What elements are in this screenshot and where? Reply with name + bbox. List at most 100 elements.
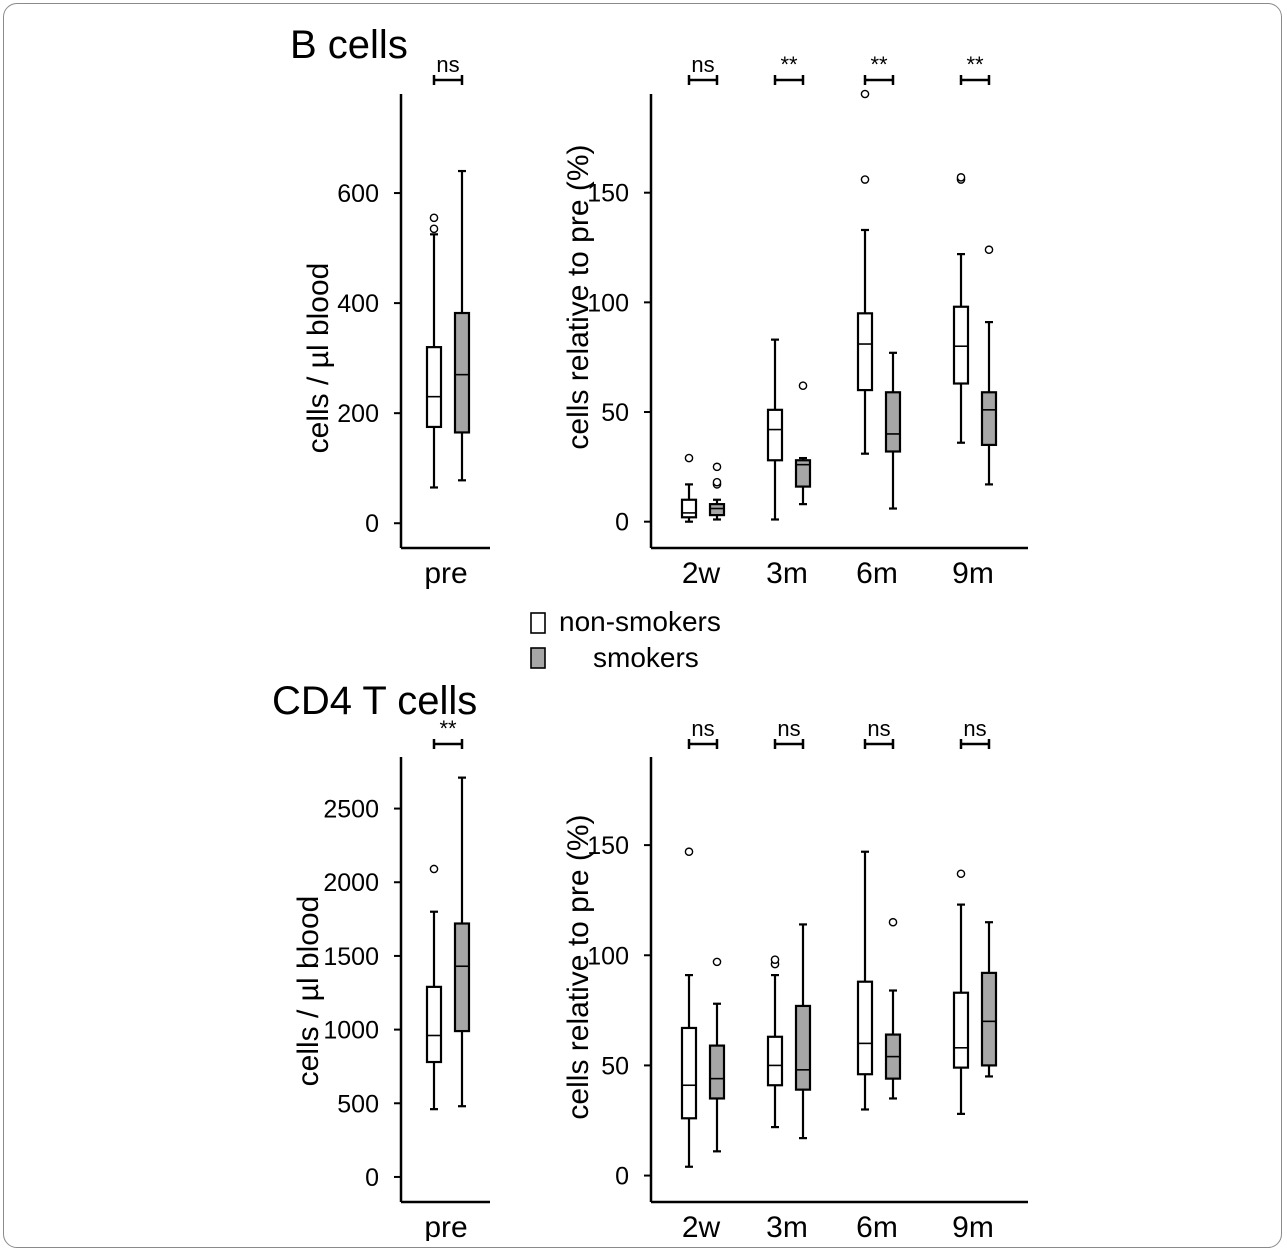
box-iqr: [952, 991, 970, 1069]
box-iqr: [708, 1044, 726, 1100]
box-smokers-pre: [453, 776, 471, 1108]
y-axis-label: cells / µl blood: [292, 896, 325, 1087]
outlier-point: [984, 245, 994, 255]
significance-label: ns: [691, 52, 714, 77]
y-tick-label: 150: [587, 832, 629, 860]
legend-label-non-smokers: non-smokers: [559, 606, 721, 637]
outlier-point: [684, 847, 694, 857]
x-tick-label: 3m: [766, 557, 808, 590]
y-tick-label: 150: [587, 180, 629, 208]
y-tick-label: 1000: [323, 1017, 379, 1045]
box-iqr: [952, 305, 970, 385]
outlier-point: [798, 381, 808, 391]
chart-panel-1: B cells 0 200 400 600 cells / µl blood pre ns: [290, 23, 490, 590]
y-tick-label: 400: [337, 290, 379, 318]
box-non-smokers-6m: [856, 89, 874, 455]
box-iqr: [425, 985, 443, 1064]
outlier-point: [712, 477, 722, 487]
significance-label: **: [966, 52, 984, 77]
box-non-smokers-pre: [425, 864, 443, 1111]
box-smokers-2w: [708, 462, 726, 521]
panel-title: B cells: [290, 23, 408, 67]
box-iqr: [794, 459, 812, 488]
y-tick-label: 50: [601, 1052, 629, 1080]
box-smokers-3m: [794, 923, 812, 1140]
y-tick-label: 100: [587, 289, 629, 317]
box-iqr: [680, 1026, 698, 1120]
y-axis-label: cells relative to pre (%): [562, 814, 595, 1119]
box-iqr: [453, 922, 471, 1033]
box-non-smokers-pre: [425, 213, 443, 489]
y-tick-label: 1500: [323, 943, 379, 971]
outlier-point: [860, 175, 870, 184]
outlier-point: [712, 957, 722, 967]
box-smokers-3m: [794, 381, 812, 506]
y-tick-label: 600: [337, 180, 379, 208]
significance-label: **: [870, 52, 888, 77]
panel-title: CD4 T cells: [272, 679, 477, 723]
outlier-point: [684, 453, 694, 463]
x-tick-label: 9m: [952, 1211, 994, 1241]
box-non-smokers-2w: [680, 847, 698, 1168]
significance-label: ns: [867, 716, 890, 741]
outlier-point: [712, 462, 722, 472]
legend-swatch-smokers: [530, 647, 546, 669]
y-tick-label: 100: [587, 942, 629, 970]
y-tick-label: 50: [601, 399, 629, 427]
significance-label: ns: [436, 52, 459, 77]
box-iqr: [453, 311, 471, 434]
panels-layer: B cells 0 200 400 600 cells / µl blood pre ns 0 5…: [272, 23, 1028, 1241]
y-tick-label: 2000: [323, 869, 379, 897]
box-non-smokers-6m: [856, 850, 874, 1111]
outlier-point: [429, 224, 439, 234]
outlier-point: [956, 869, 966, 879]
significance-label: ns: [963, 716, 986, 741]
x-tick-label: 2w: [682, 1211, 721, 1241]
box-smokers-6m: [884, 351, 902, 510]
outlier-point: [860, 89, 870, 99]
box-non-smokers-9m: [952, 173, 970, 444]
x-tick-label: pre: [424, 1211, 467, 1241]
significance-label: **: [439, 716, 457, 741]
chart-panel-3: CD4 T cells 0 500 1000 1500 2000 2500 cells / µ…: [272, 679, 490, 1241]
x-tick-label: 9m: [952, 557, 994, 590]
legend-swatch-non-smokers: [530, 612, 546, 634]
y-tick-label: 500: [337, 1090, 379, 1118]
box-smokers-9m: [980, 921, 998, 1078]
box-iqr: [856, 312, 874, 392]
box-non-smokers-9m: [952, 869, 970, 1115]
box-non-smokers-3m: [766, 955, 784, 1129]
y-tick-label: 2500: [323, 796, 379, 824]
outlier-point: [770, 955, 780, 964]
x-tick-label: 6m: [856, 557, 898, 590]
x-tick-label: pre: [424, 557, 467, 590]
box-smokers-6m: [884, 917, 902, 1100]
box-iqr: [766, 1035, 784, 1087]
box-iqr: [856, 980, 874, 1076]
y-axis-label: cells relative to pre (%): [562, 144, 595, 449]
box-iqr: [794, 1004, 812, 1091]
legend-label-smokers: smokers: [593, 642, 699, 673]
box-smokers-9m: [980, 245, 998, 486]
box-iqr: [884, 391, 902, 453]
outlier-point: [429, 213, 439, 223]
y-tick-label: 0: [615, 1163, 629, 1191]
outlier-point: [888, 917, 898, 927]
box-non-smokers-2w: [680, 453, 698, 523]
box-non-smokers-3m: [766, 338, 784, 521]
box-iqr: [425, 346, 443, 429]
box-iqr: [980, 971, 998, 1067]
box-smokers-pre: [453, 169, 471, 482]
x-tick-label: 6m: [856, 1211, 898, 1241]
significance-label: **: [780, 52, 798, 77]
x-tick-label: 3m: [766, 1211, 808, 1241]
outlier-point: [429, 864, 439, 874]
box-iqr: [766, 408, 784, 462]
y-tick-label: 0: [615, 509, 629, 537]
box-iqr: [980, 391, 998, 447]
y-tick-label: 0: [365, 1164, 379, 1192]
y-tick-label: 0: [365, 510, 379, 538]
outlier-point: [956, 173, 966, 182]
box-smokers-2w: [708, 957, 726, 1153]
